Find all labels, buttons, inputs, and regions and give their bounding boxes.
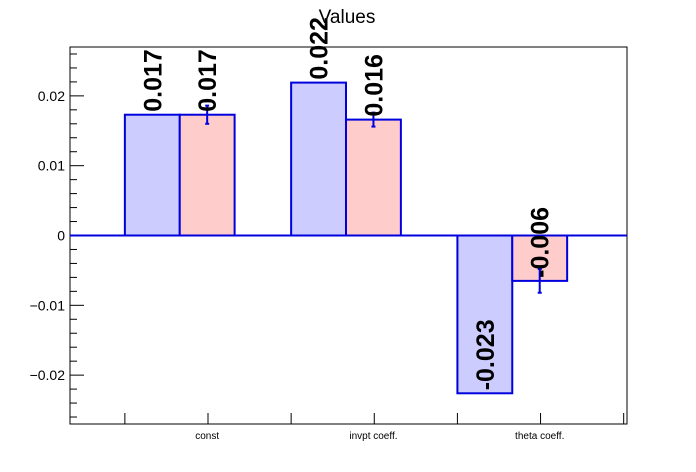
x-category-label: invpt coeff. (349, 431, 397, 442)
y-tick-label: 0.02 (38, 88, 65, 104)
bars (123, 81, 569, 395)
x-axis: const invpt coeff. theta coeff. (124, 413, 625, 442)
data-label: 0.022 (306, 17, 334, 80)
data-label: -0.023 (472, 319, 500, 390)
data-label: 0.016 (360, 54, 388, 117)
error-bars (205, 104, 542, 294)
y-tick-label: 0 (57, 228, 65, 244)
y-tick-label: −0.01 (30, 297, 66, 313)
data-label: 0.017 (139, 49, 167, 112)
x-category-label: theta coeff. (515, 431, 564, 442)
data-labels: 0.017 0.022 -0.023 0.017 0.016 -0.006 (139, 17, 554, 390)
bar (345, 118, 402, 237)
bar (456, 234, 514, 395)
data-label: 0.017 (194, 49, 222, 112)
y-tick-label: 0.01 (38, 158, 65, 174)
bar (178, 113, 236, 237)
chart-title: Values (319, 7, 376, 28)
bar (290, 81, 348, 237)
bar (123, 113, 181, 237)
data-label: -0.006 (527, 207, 555, 278)
x-category-label: const (195, 431, 219, 442)
y-axis: −0.02 −0.01 0 0.01 0.02 (30, 53, 84, 418)
y-tick-label: −0.02 (30, 367, 66, 383)
